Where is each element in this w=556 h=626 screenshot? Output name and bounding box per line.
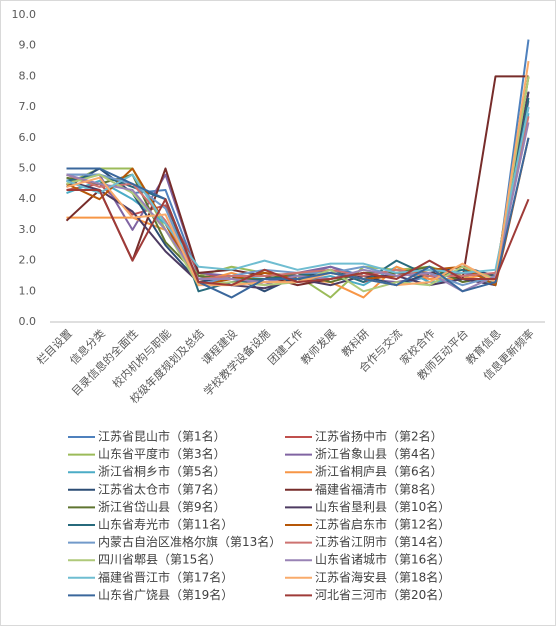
- y-tick-label: 5.0: [19, 162, 37, 175]
- y-tick-label: 2.0: [19, 254, 37, 267]
- y-tick-label: 3.0: [19, 223, 37, 236]
- legend-label: 江苏省昆山市（第1名）: [98, 429, 226, 444]
- legend-label: 四川省郫县（第15名）: [98, 552, 221, 567]
- legend-label: 山东省垦利县（第10名）: [315, 499, 450, 514]
- legend-label: 江苏省海安县（第18名）: [315, 569, 450, 584]
- series-line: [66, 122, 530, 293]
- series-line: [66, 116, 530, 281]
- legend-label: 浙江省桐庐县（第6名）: [315, 464, 443, 479]
- legend-label: 江苏省扬中市（第2名）: [315, 429, 443, 444]
- y-tick-label: 0.0: [19, 315, 37, 328]
- y-tick-label: 1.0: [19, 284, 37, 297]
- legend-label: 福建省福清市（第8名）: [315, 481, 443, 496]
- legend-label: 浙江省象山县（第4名）: [315, 446, 443, 461]
- legend-label: 浙江省桐乡市（第5名）: [98, 464, 226, 479]
- legend-label: 河北省三河市（第20名）: [315, 587, 450, 602]
- y-tick-label: 6.0: [19, 131, 37, 144]
- legend-label: 福建省晋江市（第17名）: [98, 569, 233, 584]
- y-tick-label: 7.0: [19, 100, 37, 113]
- legend-label: 山东省广饶县（第19名）: [98, 587, 233, 602]
- legend-label: 江苏省江阴市（第14名）: [315, 534, 450, 549]
- y-tick-label: 8.0: [19, 69, 37, 82]
- legend-label: 江苏省启东市（第12名）: [315, 517, 450, 532]
- legend-label: 山东省平度市（第3名）: [98, 446, 226, 461]
- legend-label: 江苏省太仓市（第7名）: [98, 481, 226, 496]
- legend-label: 内蒙古自治区准格尔旗（第13名）: [98, 534, 281, 549]
- series-line: [66, 188, 530, 287]
- legend-label: 山东省诸城市（第16名）: [315, 552, 450, 567]
- legend-label: 浙江省岱山县（第9名）: [98, 499, 226, 514]
- series-line: [66, 137, 530, 299]
- y-tick-label: 9.0: [19, 39, 37, 52]
- y-tick-label: 4.0: [19, 192, 37, 205]
- y-tick-label: 10.0: [12, 8, 37, 21]
- legend-label: 山东省寿光市（第11名）: [98, 517, 233, 532]
